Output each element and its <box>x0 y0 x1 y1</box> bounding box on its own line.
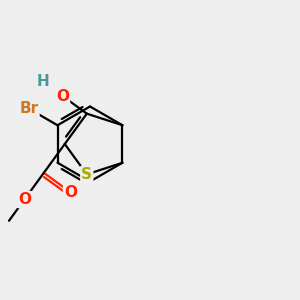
Text: O: O <box>64 185 77 200</box>
Text: O: O <box>56 88 69 104</box>
Text: Br: Br <box>20 101 38 116</box>
Text: H: H <box>37 74 50 89</box>
Text: S: S <box>81 167 92 182</box>
Text: O: O <box>18 192 31 207</box>
